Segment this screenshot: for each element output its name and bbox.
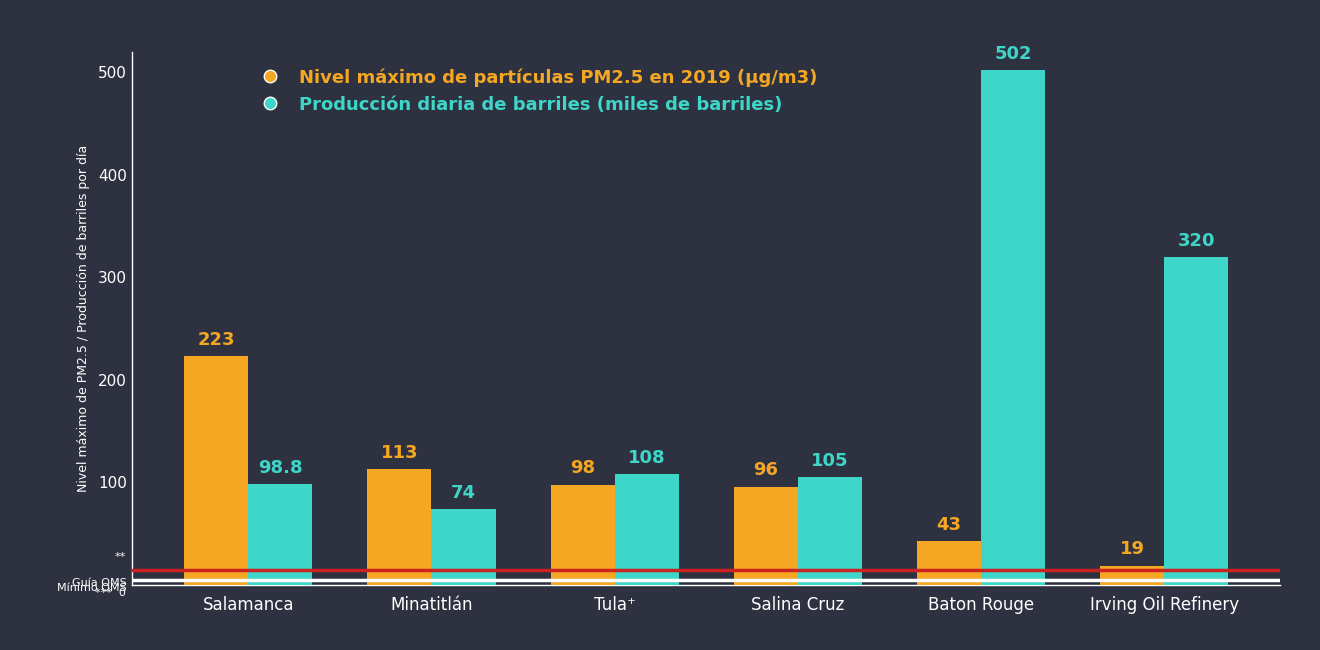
Bar (981, 70, 1045, 585)
Bar (797, 477, 862, 585)
Text: 105: 105 (810, 452, 849, 470)
Text: 19: 19 (1119, 540, 1144, 558)
Text: Guía OMS: Guía OMS (71, 578, 127, 588)
Bar (185, 356, 248, 585)
Text: 96: 96 (754, 462, 779, 480)
Bar (615, 474, 678, 585)
Bar (917, 541, 981, 585)
Text: 98: 98 (570, 460, 595, 477)
Bar (550, 484, 615, 585)
Bar (1164, 257, 1228, 585)
Text: 113: 113 (380, 444, 418, 462)
Text: Mínimo OMS: Mínimo OMS (57, 582, 127, 593)
Bar (734, 487, 797, 585)
Text: 502: 502 (994, 46, 1032, 63)
Text: 43: 43 (936, 515, 961, 534)
Text: 108: 108 (628, 449, 665, 467)
Bar (1100, 566, 1164, 585)
Bar (248, 484, 313, 585)
Bar (367, 469, 432, 585)
Text: ***  0: *** 0 (95, 588, 127, 597)
Text: 320: 320 (1177, 232, 1214, 250)
Legend: Nivel máximo de partículas PM2.5 en 2019 (µg/m3), Producción diaria de barriles : Nivel máximo de partículas PM2.5 en 2019… (244, 61, 824, 121)
Text: 74: 74 (451, 484, 477, 502)
Text: 223: 223 (198, 332, 235, 349)
Text: **: ** (115, 552, 127, 562)
Bar (432, 509, 495, 585)
Text: 98.8: 98.8 (257, 458, 302, 476)
Y-axis label: Nivel máximo de PM2.5 / Producción de barriles por día: Nivel máximo de PM2.5 / Producción de ba… (77, 145, 90, 492)
